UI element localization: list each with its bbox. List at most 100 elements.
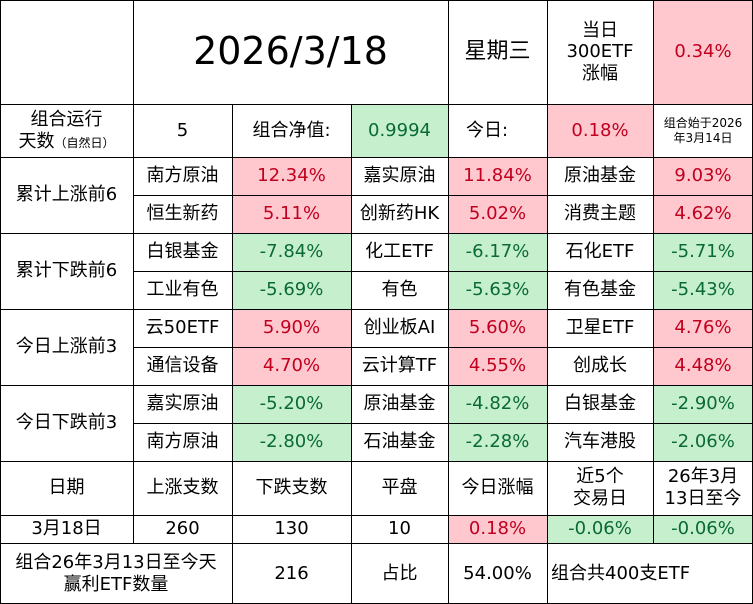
footer-total-note-cell: 组合共400支ETF [551, 562, 691, 584]
run-days-label-line1: 组合运行 [30, 108, 103, 130]
stats-header-date: 日期 [48, 477, 85, 499]
stats-value-flat: 10 [388, 518, 411, 540]
fund-change-cell: -4.82% [448, 385, 547, 423]
col-line [232, 104, 233, 604]
fund-change-cell: -2.80% [232, 423, 351, 461]
row-line [0, 104, 753, 105]
fund-name-cell: 白银基金 [146, 241, 219, 263]
fund-name-cell: 原油基金 [564, 165, 636, 187]
fund-change-cell: 5.60% [448, 309, 547, 347]
stats-header-today: 今日涨幅 [461, 477, 534, 499]
fund-name-cell: 南方原油 [146, 431, 219, 453]
stats-header-since-line1: 26年3月 [667, 466, 739, 488]
row-line [133, 271, 753, 272]
col-line [653, 0, 654, 543]
fund-name-cell: 汽车港股 [564, 431, 636, 453]
stats-header-5day-line2: 交易日 [573, 488, 627, 509]
fund-name-cell: 云50ETF [145, 317, 220, 339]
row-line [0, 385, 753, 386]
fund-change-cell: 4.62% [653, 195, 753, 233]
today-label-cell: 今日: [466, 119, 509, 141]
row-line [133, 195, 753, 196]
run-days-note: （自然日） [54, 135, 115, 150]
run-days-label-cell: 组合运行 天数（自然日） [0, 104, 133, 157]
start-note-line2: 年3月14日 [673, 130, 733, 145]
date-cell: 2026/3/18 [193, 29, 388, 74]
fund-name-cell: 创成长 [573, 355, 627, 377]
footer-ratio-value-cell: 54.00% [463, 562, 532, 584]
footer-label-cell: 组合26年3月13日至今天 赢利ETF数量 [0, 543, 232, 604]
stats-header-since: 26年3月 13日至今 [653, 461, 753, 515]
stats-value-up: 260 [165, 518, 200, 540]
fund-name-cell: 石化ETF [565, 241, 635, 263]
row-line [0, 157, 753, 158]
stats-header-5day-line1: 近5个 [576, 466, 624, 488]
fund-name-cell: 工业有色 [146, 279, 219, 301]
row-line [0, 515, 753, 516]
fund-name-cell: 有色基金 [564, 279, 636, 301]
fund-change-cell: -5.20% [232, 385, 351, 423]
fund-name-cell: 云计算TF [361, 355, 438, 377]
fund-name-cell: 卫星ETF [565, 317, 635, 339]
fund-name-cell: 嘉实原油 [363, 165, 436, 187]
fund-change-cell: -5.43% [653, 271, 753, 309]
row-line [0, 543, 753, 544]
stats-value-since: -0.06% [653, 515, 753, 543]
row-line [0, 461, 753, 462]
group-label-cum-up: 累计上涨前6 [15, 184, 118, 206]
fund-change-cell: -5.63% [448, 271, 547, 309]
weekday-cell: 星期三 [464, 38, 531, 64]
fund-change-cell: 12.34% [232, 157, 351, 195]
index-change-label-line3: 涨幅 [582, 62, 618, 84]
col-line [351, 104, 352, 604]
footer-count-cell: 216 [274, 562, 309, 584]
fund-name-cell: 创新药HK [359, 203, 440, 225]
group-label-today-up: 今日上涨前3 [15, 336, 118, 358]
border-line [0, 0, 753, 1]
fund-change-cell: 11.84% [448, 157, 547, 195]
run-days-value-cell: 5 [176, 119, 189, 141]
stats-value-5day: -0.06% [547, 515, 653, 543]
stats-header-since-line2: 13日至今 [664, 488, 742, 509]
nav-value-cell: 0.9994 [351, 104, 448, 157]
index-change-label-line1: 当日 [582, 19, 618, 41]
nav-label-cell: 组合净值: [252, 119, 331, 141]
fund-change-cell: 4.55% [448, 347, 547, 385]
row-line [133, 423, 753, 424]
group-label-today-down: 今日下跌前3 [15, 412, 118, 434]
fund-name-cell: 石油基金 [363, 431, 436, 453]
fund-name-cell: 消费主题 [564, 203, 636, 225]
group-label-cum-down: 累计下跌前6 [15, 260, 118, 282]
fund-change-cell: -5.69% [232, 271, 351, 309]
fund-name-cell: 原油基金 [363, 393, 436, 415]
row-line [0, 233, 753, 234]
stats-header-5day: 近5个 交易日 [547, 461, 653, 515]
index-change-label-cell: 当日 300ETF 涨幅 [547, 0, 653, 104]
border-line [0, 0, 1, 604]
stats-value-down: 130 [274, 518, 309, 540]
fund-name-cell: 嘉实原油 [146, 393, 219, 415]
fund-name-cell: 化工ETF [365, 241, 434, 263]
fund-change-cell: 4.70% [232, 347, 351, 385]
fund-change-cell: 5.02% [448, 195, 547, 233]
fund-change-cell: 5.90% [232, 309, 351, 347]
start-note-cell: 组合始于2026 年3月14日 [653, 104, 753, 157]
run-days-label-line2: 天数（自然日） [18, 130, 115, 152]
col-line [448, 0, 449, 604]
col-line [133, 0, 134, 543]
fund-name-cell: 白银基金 [564, 393, 636, 415]
fund-name-cell: 有色 [381, 279, 418, 301]
fund-change-cell: -7.84% [232, 233, 351, 271]
blank-corner-cell [0, 0, 133, 104]
footer-label-line1: 组合26年3月13日至今天 [15, 551, 217, 573]
stats-value-date: 3月18日 [31, 518, 102, 540]
footer-ratio-label-cell: 占比 [381, 562, 418, 584]
stats-header-up: 上涨支数 [146, 477, 219, 499]
start-note-line1: 组合始于2026 [663, 115, 743, 130]
fund-name-cell: 通信设备 [146, 355, 219, 377]
fund-change-cell: -2.90% [653, 385, 753, 423]
row-line [0, 309, 753, 310]
fund-change-cell: -5.71% [653, 233, 753, 271]
stats-header-down: 下跌支数 [255, 477, 328, 499]
